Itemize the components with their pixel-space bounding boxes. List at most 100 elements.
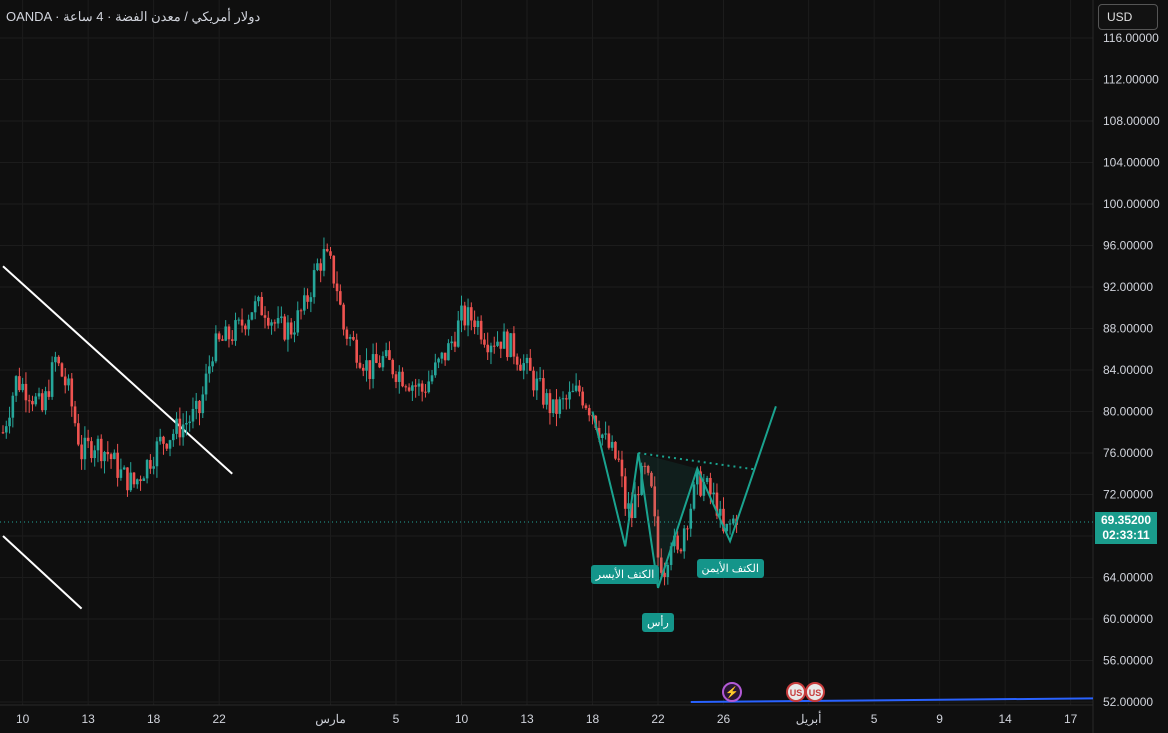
candle-body (129, 472, 133, 491)
event-bolt-icon[interactable]: ⚡ (722, 682, 742, 702)
y-tick-label: 116.00000 (1103, 31, 1159, 45)
candle-body (732, 518, 735, 524)
pattern-label[interactable]: الكتف الأيمن (696, 559, 764, 579)
symbol-title[interactable]: OANDA · دولار أمريكي / معدن الفضة · 4 سا… (6, 9, 261, 24)
x-tick-label: 22 (212, 712, 226, 726)
candle-body (204, 373, 208, 395)
candle-body (34, 396, 38, 405)
candle-body (27, 400, 31, 402)
candle-body (542, 378, 545, 405)
candle-body (663, 572, 666, 578)
candle-body (653, 486, 657, 517)
price-axis[interactable]: 52.0000056.0000060.0000064.0000068.00000… (1103, 31, 1160, 709)
candle-body (263, 315, 267, 318)
grid-lines (0, 0, 1094, 733)
candle-body (99, 438, 103, 462)
candle-body (86, 437, 90, 442)
candle-body (630, 503, 634, 519)
candle-body (659, 557, 663, 573)
candle-body (509, 333, 512, 358)
candle-body (679, 549, 683, 552)
candle-body (637, 494, 640, 496)
pattern-line (591, 405, 777, 589)
candle-body (450, 341, 453, 344)
candle-body (63, 376, 67, 386)
candle-body (332, 255, 336, 284)
candle-body (230, 339, 234, 341)
candle-body (329, 251, 332, 256)
candle-body (18, 376, 21, 391)
candle-body (528, 357, 532, 371)
candle-body (702, 481, 706, 496)
candle-body (309, 297, 313, 302)
candle-body (725, 523, 729, 532)
candle-body (93, 450, 96, 459)
candle-body (77, 423, 80, 445)
us-flag-icon[interactable]: US (805, 682, 825, 702)
candle-body (388, 350, 391, 360)
candle-body (303, 295, 306, 311)
candle-body (119, 469, 123, 478)
last-price: 69.35200 (1100, 513, 1152, 527)
currency-button[interactable]: USD (1098, 4, 1158, 30)
candle-body (342, 304, 345, 330)
candle-body (610, 441, 614, 448)
candle-body (696, 471, 699, 485)
y-tick-label: 92.00000 (1103, 280, 1153, 294)
candle-body (381, 356, 385, 368)
candle-body (568, 391, 571, 400)
candle-body (306, 295, 309, 302)
candle-body (538, 378, 542, 380)
x-tick-label: 26 (717, 712, 731, 726)
candle-body (191, 408, 195, 422)
candle-body (692, 484, 696, 509)
candle-body (181, 424, 185, 438)
candle-body (227, 326, 231, 340)
candle-body (60, 363, 64, 377)
candle-body (247, 319, 250, 330)
candle-body (424, 391, 427, 393)
candle-body (172, 433, 175, 441)
candle-body (299, 310, 303, 312)
candle-body (715, 492, 719, 516)
candle-body (420, 383, 424, 392)
candle-body (558, 399, 562, 414)
us-flag-icon[interactable]: US (786, 682, 806, 702)
candle-body (361, 367, 365, 371)
candle-body (391, 359, 395, 375)
candle-body (728, 523, 732, 525)
candle-body (217, 333, 221, 340)
y-tick-label: 84.00000 (1103, 363, 1153, 377)
trendline (2, 265, 233, 475)
pattern-label[interactable]: رأس (642, 613, 674, 633)
candle-body (555, 399, 558, 414)
y-tick-label: 76.00000 (1103, 446, 1153, 460)
candle-body (375, 354, 378, 363)
y-tick-label: 112.00000 (1103, 73, 1159, 87)
candle-body (80, 444, 83, 460)
candle-body (365, 360, 368, 371)
pattern-label[interactable]: الكتف الأيسر (590, 565, 660, 585)
candle-body (440, 352, 444, 359)
candle-body (633, 494, 637, 519)
candle-body (221, 339, 224, 341)
candle-body (712, 492, 715, 495)
pattern-fill (638, 453, 698, 588)
candle-body (41, 393, 44, 411)
y-tick-label: 88.00000 (1103, 322, 1153, 336)
x-tick-label: 14 (998, 712, 1012, 726)
candle-body (597, 427, 601, 438)
candle-body (414, 385, 417, 387)
candle-body (142, 478, 146, 482)
time-axis[interactable]: 10 13 18 22 مارس 5 10 13 18 22 26 أبريل 5 9 14 17 (16, 711, 1078, 726)
indicator-line (690, 697, 1094, 703)
candle-body (699, 471, 702, 496)
candle-body (584, 405, 588, 409)
candle-body (709, 477, 712, 495)
candle-body (607, 433, 611, 448)
candle-body (8, 417, 11, 427)
y-tick-label: 60.00000 (1103, 612, 1153, 626)
candle-body (617, 458, 620, 460)
candle-body (470, 307, 473, 321)
